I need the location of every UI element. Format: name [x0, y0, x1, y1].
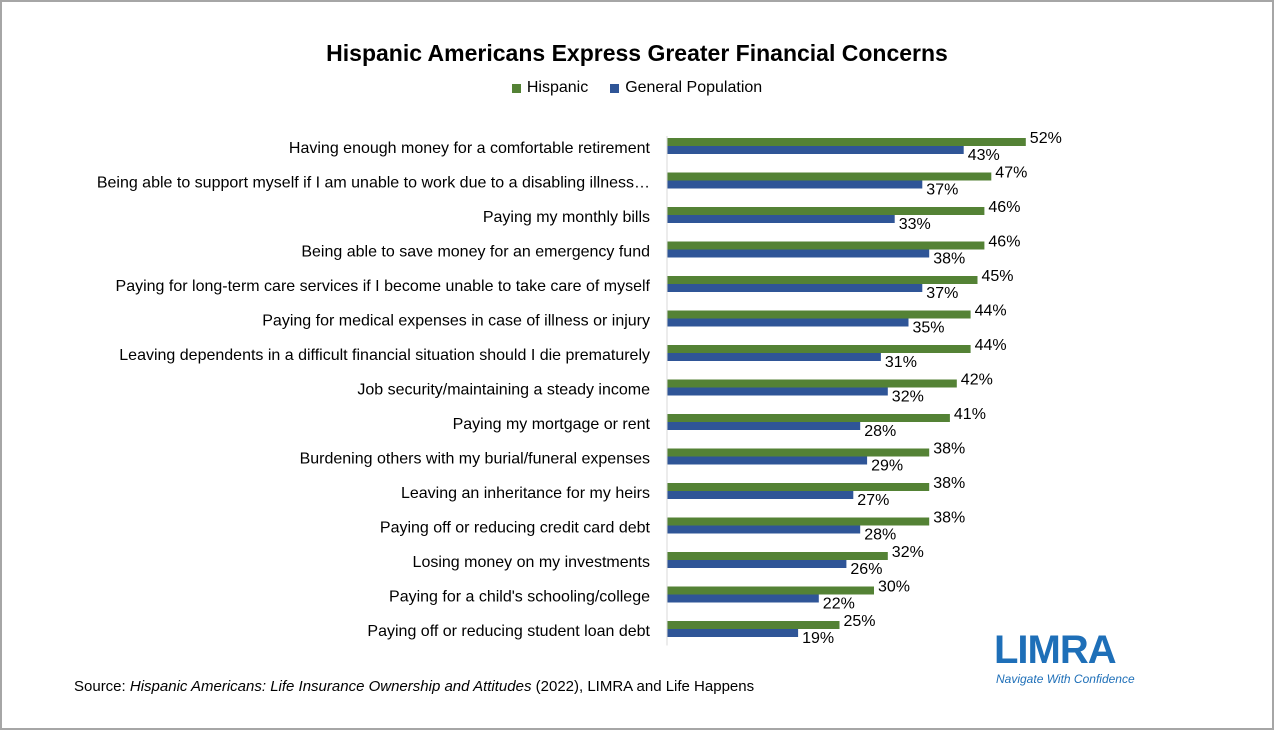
source-suffix: (2022), LIMRA and Life Happens: [531, 678, 755, 695]
source-prefix: Source:: [74, 678, 130, 695]
bar-general-population: [667, 284, 923, 292]
category-label: Burdening others with my burial/funeral …: [300, 451, 650, 468]
bar-hispanic: [667, 552, 888, 560]
data-label-hispanic: 32%: [892, 544, 924, 561]
data-label-hispanic: 42%: [961, 372, 993, 389]
bar-hispanic: [667, 138, 1026, 146]
bar-hispanic: [667, 621, 840, 629]
category-label: Paying off or reducing credit card debt: [380, 520, 651, 537]
logo-tagline: Navigate With Confidence: [996, 672, 1135, 686]
category-label: Paying for long-term care services if I …: [116, 278, 651, 295]
limra-logo: LIMRA Navigate With Confidence: [992, 628, 1135, 690]
category-label: Paying for medical expenses in case of i…: [262, 313, 650, 330]
legend-label-general-population: General Population: [625, 79, 763, 96]
bar-hispanic: [667, 276, 978, 284]
category-label: Losing money on my investments: [413, 554, 650, 571]
source-note: Source: Hispanic Americans: Life Insuran…: [74, 678, 754, 695]
data-label-hispanic: 41%: [954, 406, 986, 423]
bar-hispanic: [667, 483, 930, 491]
data-label-hispanic: 52%: [1030, 130, 1062, 147]
category-label: Leaving an inheritance for my heirs: [401, 485, 650, 502]
bar-hispanic: [667, 517, 930, 526]
data-label-hispanic: 38%: [933, 475, 965, 492]
bar-hispanic: [667, 379, 957, 388]
bar-hispanic: [667, 310, 971, 319]
category-label: Paying my mortgage or rent: [453, 416, 651, 433]
data-label-hispanic: 38%: [933, 441, 965, 458]
bar-hispanic: [667, 345, 971, 353]
bar-general-population: [667, 215, 895, 223]
bar-general-population: [667, 318, 909, 327]
data-label-hispanic: 44%: [975, 337, 1007, 354]
category-label: Job security/maintaining a steady income: [357, 382, 650, 399]
data-label-general-population: 37%: [926, 182, 958, 199]
bar-hispanic: [667, 586, 874, 595]
data-label-hispanic: 47%: [995, 165, 1027, 182]
data-label-general-population: 32%: [892, 389, 924, 406]
bar-general-population: [667, 629, 799, 637]
legend-item-general-population: General Population: [610, 79, 762, 97]
category-label: Being able to save money for an emergenc…: [301, 244, 650, 261]
bar-hispanic: [667, 172, 992, 181]
data-label-general-population: 37%: [926, 285, 958, 302]
data-label-general-population: 22%: [823, 596, 855, 613]
category-label: Paying my monthly bills: [483, 209, 650, 226]
bar-general-population: [667, 387, 888, 396]
bar-general-population: [667, 456, 868, 465]
legend-swatch-general-population: [610, 83, 620, 93]
chart-legend: Hispanic General Population: [0, 79, 1274, 97]
category-label: Paying for a child's schooling/college: [389, 589, 650, 606]
bar-hispanic: [667, 414, 950, 422]
data-label-hispanic: 25%: [844, 613, 876, 630]
chart-title: Hispanic Americans Express Greater Finan…: [326, 40, 948, 66]
data-label-hispanic: 38%: [933, 510, 965, 527]
data-label-general-population: 29%: [871, 458, 903, 475]
bar-hispanic: [667, 207, 985, 215]
data-label-general-population: 28%: [864, 527, 896, 544]
legend-swatch-hispanic: [511, 83, 521, 93]
bar-hispanic: [667, 241, 985, 250]
data-label-general-population: 31%: [885, 354, 917, 371]
data-label-hispanic: 30%: [878, 579, 910, 596]
logo-wordmark: LIMRA: [994, 628, 1117, 672]
bar-general-population: [667, 353, 881, 361]
data-label-general-population: 19%: [802, 630, 834, 647]
data-label-general-population: 38%: [933, 251, 965, 268]
category-label: Paying off or reducing student loan debt: [367, 623, 650, 640]
data-label-general-population: 35%: [913, 320, 945, 337]
category-label: Being able to support myself if I am una…: [97, 175, 650, 192]
bar-general-population: [667, 180, 923, 189]
bar-general-population: [667, 249, 930, 258]
bar-general-population: [667, 594, 819, 603]
data-label-hispanic: 45%: [982, 268, 1014, 285]
data-label-general-population: 28%: [864, 423, 896, 440]
bar-general-population: [667, 491, 854, 499]
category-label: Having enough money for a comfortable re…: [289, 140, 651, 157]
legend-label-hispanic: Hispanic: [526, 79, 589, 96]
legend-item-hispanic: Hispanic: [511, 79, 589, 97]
data-label-general-population: 33%: [899, 216, 931, 233]
category-label: Leaving dependents in a difficult financ…: [119, 347, 650, 364]
bar-general-population: [667, 525, 861, 534]
data-label-general-population: 26%: [850, 561, 882, 578]
data-label-general-population: 27%: [857, 492, 889, 509]
data-label-hispanic: 44%: [975, 303, 1007, 320]
bar-general-population: [667, 422, 861, 430]
data-label-general-population: 43%: [968, 147, 1000, 164]
bar-general-population: [667, 560, 847, 568]
bar-hispanic: [667, 448, 930, 457]
data-label-hispanic: 46%: [988, 199, 1020, 216]
source-title: Hispanic Americans: Life Insurance Owner…: [129, 678, 532, 695]
bar-general-population: [667, 146, 964, 154]
data-label-hispanic: 46%: [988, 234, 1020, 251]
